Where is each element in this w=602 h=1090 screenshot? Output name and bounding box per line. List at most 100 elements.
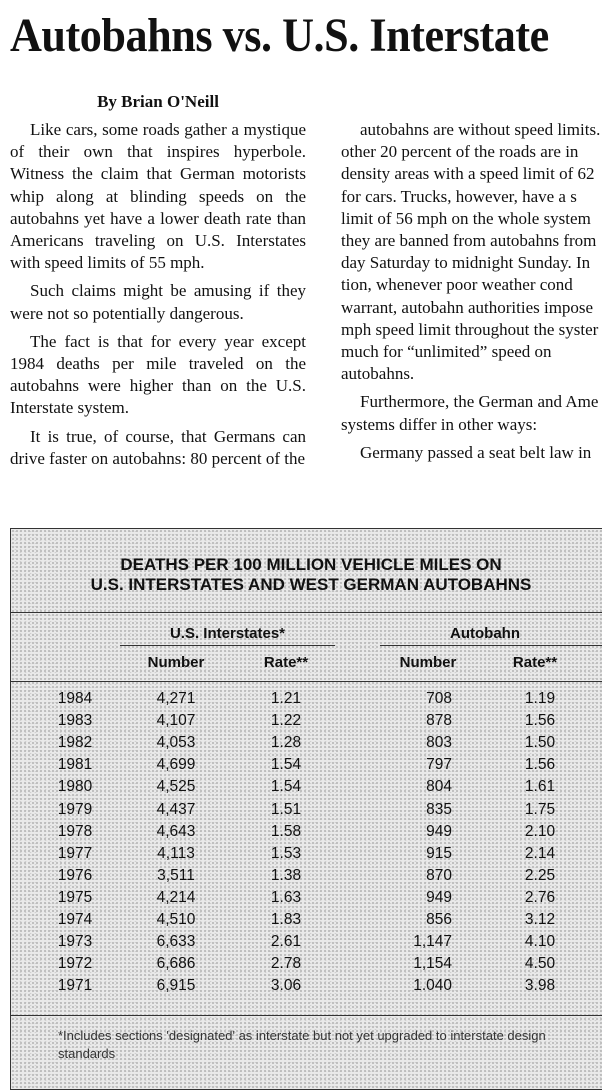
table-cell: 1.61 xyxy=(524,778,556,796)
table-cell: 6,633 xyxy=(156,933,196,951)
paragraph: Germany passed a seat belt law in xyxy=(341,442,602,464)
year-cell: 1980 xyxy=(57,778,93,796)
table-cell: 3.98 xyxy=(524,977,556,995)
byline: By Brian O'Neill xyxy=(97,92,219,111)
text-line: warrant, autobahn authorities impose xyxy=(341,297,594,317)
rule xyxy=(380,645,602,646)
text-line: much for “unlimited” speed on xyxy=(341,342,552,362)
table-cell: 2.78 xyxy=(270,955,302,973)
text-line: Germany passed a seat belt law in xyxy=(360,442,592,462)
table-cell: 1,147 xyxy=(413,933,452,951)
table-cell: 949 xyxy=(426,822,452,840)
table-cell: 870 xyxy=(426,866,452,884)
rule xyxy=(120,645,335,646)
table-cell: 4,271 xyxy=(156,690,196,707)
table-title: DEATHS PER 100 MILLION VEHICLE MILES ON xyxy=(120,555,502,574)
article-title: Autobahns vs. U.S. Interstate xyxy=(10,9,549,62)
year-cell: 1971 xyxy=(57,977,93,995)
table-cell: 4,107 xyxy=(156,712,196,730)
table-cell: 3,511 xyxy=(157,866,195,884)
table-cell: 835 xyxy=(426,800,452,818)
text-line: for cars. Trucks, however, have a s xyxy=(341,186,577,206)
table-cell: 3.12 xyxy=(524,911,556,928)
column-header: Rate** xyxy=(263,654,309,671)
table-title: U.S. INTERSTATES AND WEST GERMAN AUTOBAH… xyxy=(90,575,532,594)
table-cell: 915 xyxy=(426,844,452,862)
table-cell: 878 xyxy=(426,712,452,730)
table-cell: 856 xyxy=(426,911,452,928)
table-cell: 1.54 xyxy=(270,756,302,774)
table-cell: 1.75 xyxy=(524,800,556,818)
text-line: Furthermore, the German and Ame xyxy=(360,392,599,412)
text-line: other 20 percent of the roads are in xyxy=(341,142,579,162)
table-cell: 3.06 xyxy=(270,977,302,995)
rule xyxy=(10,612,602,613)
rule xyxy=(10,1015,602,1016)
table-box xyxy=(10,528,602,1090)
table-cell: 949 xyxy=(426,888,452,906)
table-cell: 4,053 xyxy=(156,734,196,752)
table-cell: 1.21 xyxy=(270,690,302,707)
table-cell: 1.51 xyxy=(270,800,302,818)
table-cell: 1.50 xyxy=(524,734,556,752)
table-cell: 1.040 xyxy=(413,977,452,995)
column-header: Number xyxy=(399,654,457,671)
table-cell: 4,525 xyxy=(156,778,196,796)
table-cell: 4,699 xyxy=(156,756,196,774)
rule xyxy=(10,681,602,682)
paragraph: The fact is that for every year except 1… xyxy=(10,331,306,418)
group-header: U.S. Interstates* xyxy=(169,625,286,642)
table-cell: 2.25 xyxy=(524,866,556,884)
paragraph: Like cars, some roads gather a mystique … xyxy=(10,120,306,273)
table-cell: 797 xyxy=(426,756,452,774)
left-column: Like cars, some roads gather a mystique … xyxy=(10,119,306,476)
year-cell: 1976 xyxy=(57,866,93,884)
year-cell: 1977 xyxy=(57,844,93,862)
year-cell: 1975 xyxy=(57,888,93,906)
table-cell: 1.28 xyxy=(270,734,302,752)
text-line: they are banned from autobahns from xyxy=(341,231,597,251)
year-cell: 1979 xyxy=(57,800,93,818)
table-cell: 1.22 xyxy=(270,712,302,730)
text-line: density areas with a speed limit of 62 xyxy=(341,164,595,184)
paragraph: Such claims might be amusing if they wer… xyxy=(10,281,306,323)
paragraph: It is true, of course, that Germans can … xyxy=(10,426,306,468)
text-line: autobahns. xyxy=(341,364,415,384)
table-cell: 4.10 xyxy=(524,933,556,951)
table-cell: 4.50 xyxy=(524,955,556,973)
paragraph: Furthermore, the German and Ame systems d… xyxy=(341,391,602,435)
paragraph: autobahns are without speed limits. other… xyxy=(341,119,602,385)
table-cell: 4,113 xyxy=(157,844,195,862)
table-cell: 1.53 xyxy=(270,844,302,862)
year-cell: 1978 xyxy=(57,822,93,840)
table-cell: 1.38 xyxy=(270,866,302,884)
text-line: tion, whenever poor weather cond xyxy=(341,275,573,295)
column-header: Number xyxy=(147,654,205,671)
table-cell: 2.61 xyxy=(270,933,302,951)
year-cell: 1974 xyxy=(57,911,93,928)
table-cell: 1.54 xyxy=(270,778,302,796)
year-cell: 1983 xyxy=(57,712,93,730)
year-cell: 1972 xyxy=(57,955,93,973)
table-cell: 1.56 xyxy=(524,712,556,730)
table-cell: 1.56 xyxy=(524,756,556,774)
year-cell: 1981 xyxy=(57,756,93,774)
table-cell: 1,154 xyxy=(413,955,452,973)
text-line: systems differ in other ways: xyxy=(341,414,538,434)
table-cell: 1.63 xyxy=(270,888,302,906)
table-cell: 2.14 xyxy=(524,844,556,862)
table-cell: 2.10 xyxy=(524,822,556,840)
footnote: *Includes sections 'designated' as inter… xyxy=(58,1028,546,1061)
table-cell: 4,214 xyxy=(156,888,196,906)
table-cell: 6,915 xyxy=(156,977,196,995)
group-header: Autobahn xyxy=(450,625,520,642)
text-line: day Saturday to midnight Sunday. In xyxy=(341,253,591,273)
table-cell: 4,510 xyxy=(156,911,196,928)
table-cell: 1.19 xyxy=(524,690,556,707)
table-cell: 1.83 xyxy=(270,911,302,928)
text-line: autobahns are without speed limits. xyxy=(360,120,601,139)
column-header: Rate** xyxy=(512,654,558,671)
year-cell: 1973 xyxy=(57,933,93,951)
text-line: limit of 56 mph on the whole system xyxy=(341,208,591,228)
